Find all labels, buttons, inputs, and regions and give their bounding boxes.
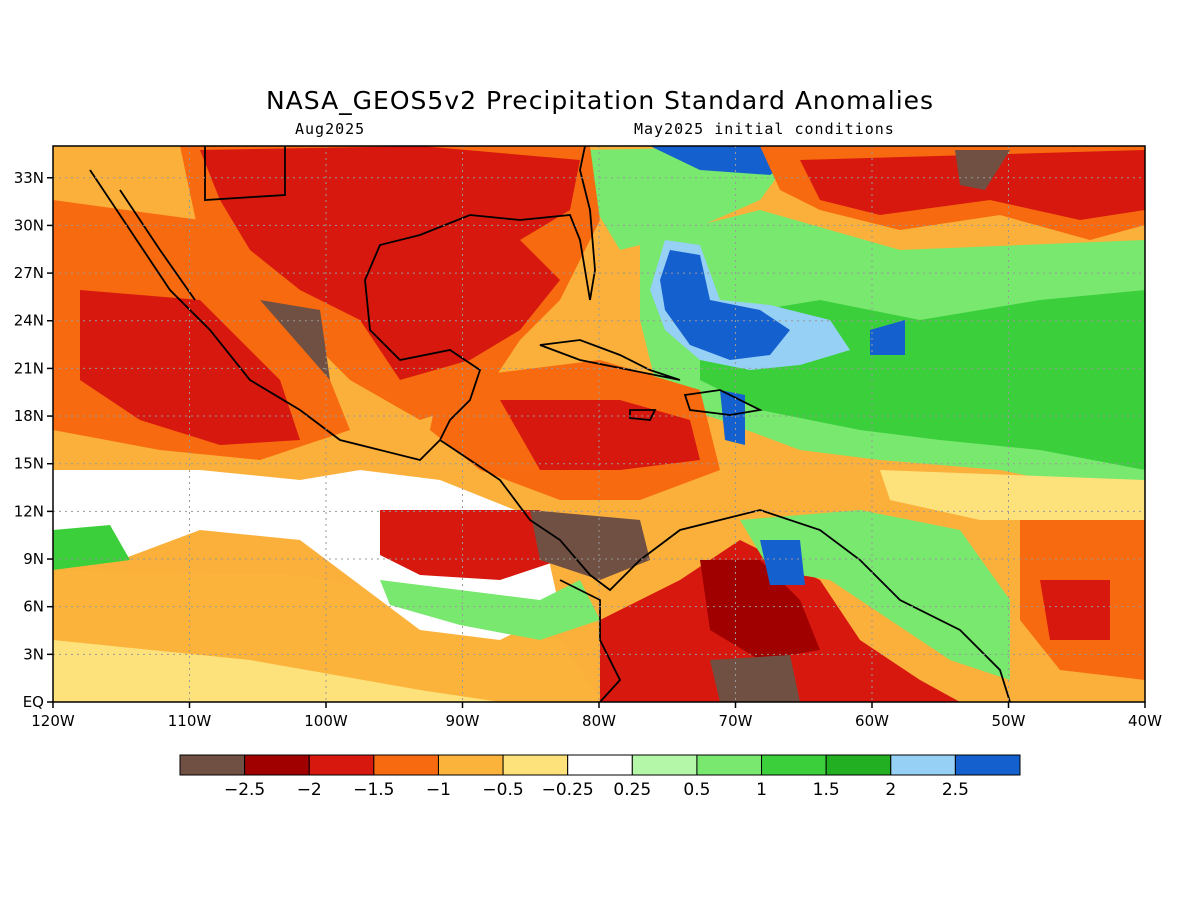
region-bahamas-wet [660,250,790,360]
lon-tick-label: 70W [719,712,753,730]
forecast-month: Aug2025 [295,120,366,138]
colorbar-swatch [373,754,439,776]
region-caribbean-core [500,400,700,470]
colorbar-swatch [890,754,956,776]
colorbar-label: 1.5 [813,780,840,800]
colorbar-swatch [825,754,892,776]
latitude-axis: 33N 30N 27N 24N 21N 18N 15N 12N 9N 6N 3N EQ [14,169,53,711]
lat-tick-label: 3N [23,645,44,663]
baja-california-outline [119,189,196,301]
map-field [53,146,1145,702]
region-gulf-dry [200,146,580,380]
lon-tick-label: 60W [855,712,889,730]
lat-tick-label: 33N [14,169,44,187]
colorbar-swatch [437,754,504,776]
region-venezuela-core [700,560,820,660]
region-tropical-atlantic-neutral [880,470,1145,520]
colorbar-label: 2.5 [942,780,969,800]
region-pacific-dry-cell [380,510,560,580]
region-equatorial-atlantic-core [1040,580,1110,640]
region-atlantic-wet-cell [870,320,905,355]
colorbar-swatch [567,754,633,776]
lon-tick-label: 50W [992,712,1026,730]
lat-tick-label: 9N [23,550,44,568]
lat-tick-label: 12N [14,502,44,520]
lat-tick-label: 24N [14,312,44,330]
colorbar-label: 1 [756,780,767,800]
region-venezuela-extreme [710,655,800,702]
lat-tick-label: 27N [14,264,44,282]
lat-tick-label: 15N [14,455,44,473]
longitude-axis: 120W 110W 100W 90W 80W 70W 60W 50W 40W [31,702,1162,730]
colorbar: −2.5 −2 −1.5 −1 −0.5 −0.25 0.25 0.5 1 1.5 2 2.5 [179,754,1021,800]
coastlines [89,145,1011,703]
gridlines [53,146,1145,702]
colorbar-swatch [761,754,827,776]
lon-tick-label: 40W [1128,712,1162,730]
region-guianas-wet [740,510,1010,680]
region-hispaniola-wet [720,390,745,445]
hispaniola-outline [683,389,763,416]
colorbar-label: −0.5 [482,780,523,800]
colorbar-label: −0.25 [542,780,594,800]
colorbar-label: −2.5 [224,780,265,800]
lat-tick-label: EQ [23,693,44,711]
colorbar-swatch [954,754,1021,776]
cuba-outline [539,339,681,381]
colorbar-label: −1 [426,780,451,800]
initial-conditions: May2025 initial conditions [634,120,895,138]
colorbar-swatch [631,754,698,776]
coastline-central-south-america [439,439,1011,703]
region-pacific-yellow [53,640,500,702]
colorbar-swatch [696,754,763,776]
region-central-america-extreme [530,510,650,580]
colorbar-label: 2 [885,780,896,800]
lon-tick-label: 100W [304,712,348,730]
jamaica-outline [629,409,657,421]
colorbar-swatch [308,754,375,776]
region-itcz-wet [380,580,600,640]
colorbar-swatch [179,754,246,776]
lat-tick-label: 30N [14,216,44,234]
coastline-north-america [89,145,596,461]
colorbar-label: −2 [297,780,322,800]
colorbar-label: 0.5 [683,780,710,800]
coastline-pacific-south-america [559,579,622,703]
region-mexico-pacific-core [80,290,300,445]
lat-tick-label: 21N [14,359,44,377]
lat-tick-label: 6N [23,598,44,616]
lat-tick-label: 18N [14,407,44,425]
lon-tick-label: 90W [446,712,480,730]
lon-tick-label: 110W [168,712,212,730]
colorbar-label: 0.25 [613,780,651,800]
chart-title: NASA_GEOS5v2 Precipitation Standard Anom… [265,86,935,115]
colorbar-label: −1.5 [353,780,394,800]
colorbar-swatch [502,754,569,776]
colorbar-swatch [244,754,310,776]
region-southern-caribbean-wet [760,540,805,585]
border-us-mexico [204,146,286,201]
lon-tick-label: 120W [31,712,75,730]
lon-tick-label: 80W [582,712,616,730]
region-subtropical-atlantic-extreme [955,150,1010,190]
